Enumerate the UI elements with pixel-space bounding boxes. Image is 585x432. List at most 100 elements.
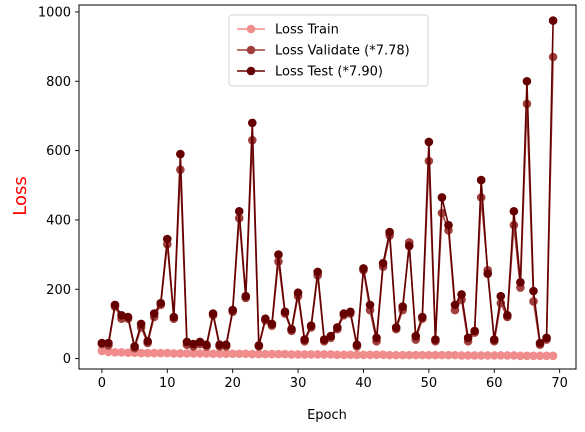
legend: Loss Train Loss Validate (*7.78) Loss Test… [228, 14, 429, 87]
data-point [378, 350, 388, 360]
data-point [391, 323, 401, 332]
legend-marker [246, 66, 256, 76]
data-point [431, 350, 440, 360]
data-point [156, 298, 166, 308]
data-point [503, 310, 512, 320]
data-point [489, 351, 499, 360]
data-point [424, 350, 434, 360]
legend-marker [246, 45, 256, 55]
x-axis: 0 10 20 30 40 50 60 70 [98, 369, 568, 391]
data-point [346, 350, 355, 360]
data-point [404, 241, 414, 251]
data-point [457, 351, 466, 360]
data-point [274, 250, 283, 259]
data-point [548, 16, 558, 25]
y-tick-label: 400 [46, 213, 71, 228]
data-point [372, 333, 381, 343]
data-point [333, 350, 342, 360]
data-point [254, 349, 264, 359]
data-point [418, 312, 427, 322]
series-layer [97, 16, 558, 361]
data-point [130, 342, 139, 351]
data-point [398, 302, 408, 311]
y-axis: 0 200 400 600 800 1000 [38, 5, 79, 367]
data-point [136, 348, 146, 358]
legend-marker [246, 24, 256, 34]
data-point [339, 350, 349, 360]
data-point [293, 350, 303, 359]
series-1 [97, 346, 558, 361]
data-point [378, 258, 388, 268]
data-point [156, 348, 166, 358]
data-point [418, 350, 427, 360]
data-point [476, 175, 486, 185]
data-point [437, 350, 447, 360]
x-tick-label: 40 [355, 376, 372, 391]
data-point [516, 351, 525, 361]
data-point [215, 340, 224, 350]
data-point [516, 278, 525, 287]
data-point [391, 350, 401, 360]
data-point [162, 234, 172, 244]
y-tick-label: 600 [46, 144, 71, 159]
data-point [208, 309, 218, 318]
data-point [110, 300, 120, 310]
data-point [300, 335, 309, 344]
legend-item: Loss Test (*7.90) [237, 65, 383, 80]
data-point [365, 350, 375, 360]
data-point [483, 351, 493, 360]
data-point [437, 193, 447, 202]
data-point [221, 349, 231, 359]
data-point [110, 348, 120, 357]
data-point [529, 286, 538, 296]
data-point [470, 351, 479, 360]
data-point [228, 349, 237, 359]
data-point [202, 349, 211, 358]
data-point [280, 307, 290, 317]
data-point [189, 349, 198, 358]
legend-label: Loss Validate (*7.78) [275, 44, 410, 59]
x-tick-label: 10 [159, 376, 176, 391]
data-point [444, 220, 453, 230]
data-point [234, 349, 244, 359]
data-point [162, 348, 172, 358]
data-point [306, 350, 316, 359]
data-point [169, 349, 179, 358]
data-point [248, 349, 257, 359]
data-point [280, 349, 290, 359]
data-point [117, 348, 126, 357]
x-tick-label: 70 [551, 376, 568, 391]
data-point [542, 351, 551, 361]
data-point [522, 351, 532, 361]
data-point [221, 340, 231, 350]
data-point [176, 349, 185, 358]
data-point [359, 264, 368, 273]
legend-item: Loss Validate (*7.78) [237, 44, 410, 59]
data-point [333, 323, 342, 332]
data-point [411, 331, 421, 341]
data-point [319, 335, 329, 344]
data-point [248, 118, 257, 128]
data-point [535, 351, 545, 361]
data-point [503, 351, 512, 360]
data-point [143, 336, 152, 346]
data-point [431, 335, 440, 344]
plot-area-frame [78, 4, 577, 370]
x-tick-label: 30 [290, 376, 307, 391]
data-point [287, 324, 296, 334]
data-point [254, 341, 264, 350]
data-point [496, 291, 506, 301]
data-point [123, 312, 133, 322]
data-point [404, 350, 414, 360]
data-point [398, 350, 408, 360]
y-tick-label: 800 [46, 75, 71, 90]
data-point [326, 331, 336, 341]
data-point [489, 335, 499, 344]
legend-box [228, 14, 429, 87]
data-point [548, 351, 558, 361]
y-tick-label: 200 [46, 283, 71, 298]
legend-label: Loss Train [275, 23, 339, 38]
data-point [267, 319, 277, 329]
y-tick-label: 1000 [38, 5, 71, 20]
